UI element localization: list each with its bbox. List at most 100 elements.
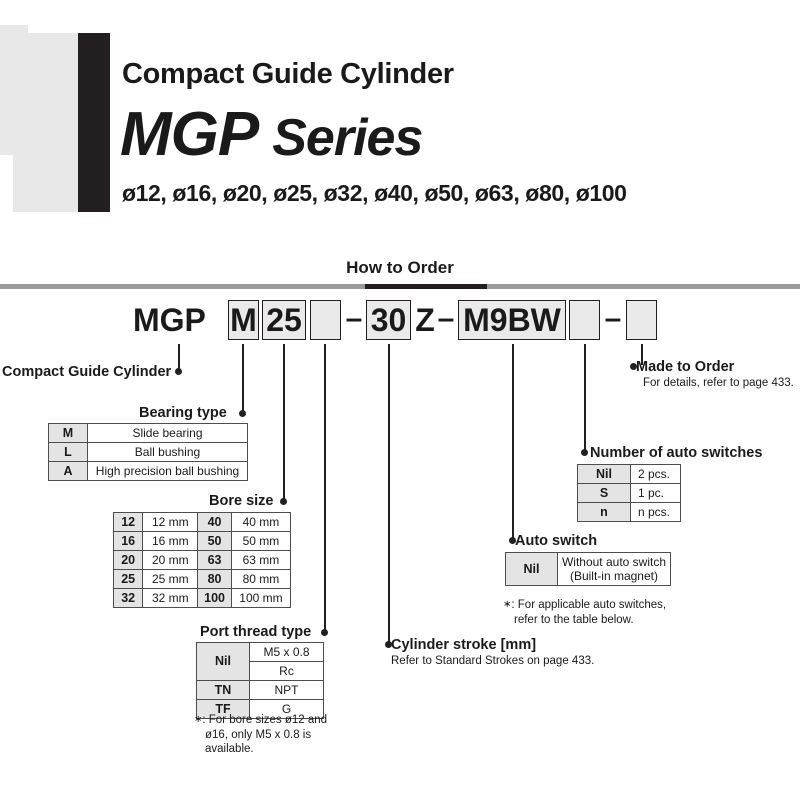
bore-desc-right: 100 mm <box>230 588 292 608</box>
port-desc-nil-1: M5 x 0.8 <box>249 642 324 662</box>
bearing-desc: High precision ball bushing <box>87 461 248 481</box>
port-desc: NPT <box>249 680 324 700</box>
header-black-bar <box>78 33 110 212</box>
header-gray-tab <box>0 25 48 33</box>
leader-line-bearing <box>242 344 244 413</box>
table-row: 16 16 mm 50 50 mm <box>112 531 292 551</box>
leader-dot-bore <box>280 498 287 505</box>
leader-line-stroke <box>388 344 390 644</box>
num-switch-code: n <box>577 502 631 522</box>
leader-line-num-switches <box>584 344 586 452</box>
table-row: S 1 pc. <box>577 483 681 503</box>
port-code-nil: Nil <box>196 642 250 681</box>
num-switch-desc: 1 pc. <box>630 483 681 503</box>
bore-code-left: 12 <box>112 512 144 532</box>
num-switch-code: S <box>577 483 631 503</box>
bore-size-table: 12 12 mm 40 40 mm 16 16 mm 50 50 mm 20 2… <box>112 512 292 608</box>
table-row: Nil 2 pcs. <box>577 464 681 484</box>
bore-code-left: 25 <box>112 569 144 589</box>
bore-code-right: 80 <box>197 569 232 589</box>
auto-switch-desc-line-1: Without auto switch <box>561 555 666 569</box>
bore-desc-left: 20 mm <box>142 550 199 570</box>
part-number-row: MGP M 25 – 30 Z – M9BW – <box>0 300 800 344</box>
header-gray-block-lower <box>13 155 78 212</box>
bore-desc-right: 80 mm <box>230 569 292 589</box>
auto-switch-note-line-2: refer to the table below. <box>514 613 634 626</box>
bore-desc-right: 63 mm <box>230 550 292 570</box>
leader-dot-stroke <box>385 641 392 648</box>
series-title: MGP Series <box>120 104 423 166</box>
number-of-auto-switches-table: Nil 2 pcs. S 1 pc. n n pcs. <box>577 464 681 522</box>
callout-cylinder-stroke: Cylinder stroke [mm] <box>391 637 537 653</box>
table-row: n n pcs. <box>577 502 681 522</box>
pn-port-thread-box[interactable] <box>310 300 341 340</box>
num-switch-desc: n pcs. <box>630 502 681 522</box>
cylinder-stroke-note: Refer to Standard Strokes on page 433. <box>391 655 595 667</box>
auto-switch-footnote: ∗: For applicable auto switches, refer t… <box>503 598 713 627</box>
callout-number-of-auto-switches: Number of auto switches <box>590 445 763 461</box>
table-row: 32 32 mm 100 100 mm <box>112 588 292 608</box>
num-switch-code: Nil <box>577 464 631 484</box>
callout-port-thread-type: Port thread type <box>200 624 312 640</box>
pn-auto-switch-box[interactable]: M9BW <box>458 300 566 340</box>
bore-code-left: 20 <box>112 550 144 570</box>
bore-code-right: 63 <box>197 550 232 570</box>
pn-z-suffix: Z <box>415 302 435 338</box>
pn-bearing-box[interactable]: M <box>228 300 259 340</box>
bearing-code: A <box>48 461 88 481</box>
header-gray-block <box>0 33 78 155</box>
bearing-code: M <box>48 423 88 443</box>
auto-switch-desc: Without auto switch (Built-in magnet) <box>556 552 672 586</box>
bore-desc-right: 40 mm <box>230 512 292 532</box>
callout-auto-switch: Auto switch <box>515 533 598 549</box>
pn-stroke-box[interactable]: 30 <box>366 300 411 340</box>
callout-bearing-type: Bearing type <box>139 405 227 421</box>
auto-switch-note-line-1: : For applicable auto switches, <box>511 599 667 611</box>
leader-line-prefix <box>178 344 180 371</box>
bearing-code: L <box>48 442 88 462</box>
how-to-order-heading: How to Order <box>346 258 454 277</box>
bore-code-right: 100 <box>197 588 232 608</box>
bore-desc-right: 50 mm <box>230 531 292 551</box>
leader-dot-port <box>321 629 328 636</box>
bore-code-left: 32 <box>112 588 144 608</box>
bore-desc-left: 16 mm <box>142 531 199 551</box>
callout-bore-size: Bore size <box>209 493 274 509</box>
bore-code-right: 40 <box>197 512 232 532</box>
table-row: 25 25 mm 80 80 mm <box>112 569 292 589</box>
header-gray-notch <box>28 25 78 33</box>
pn-dash-3: – <box>604 302 622 335</box>
leader-dot-num-switches <box>581 449 588 456</box>
callout-made-to-order: Made to Order <box>636 359 735 375</box>
pn-made-to-order-box[interactable] <box>626 300 657 340</box>
leader-line-bore <box>283 344 285 501</box>
leader-dot-made-to-order <box>630 363 637 370</box>
pn-dash-1: – <box>345 302 363 335</box>
pn-num-switches-box[interactable] <box>569 300 600 340</box>
table-row: TF G <box>196 699 324 719</box>
pn-bore-box[interactable]: 25 <box>262 300 306 340</box>
leader-dot-auto-switch <box>509 537 516 544</box>
port-thread-footnote: ∗: For bore sizes ø12 and ø16, only M5 x… <box>194 713 384 757</box>
leader-line-port <box>324 344 326 632</box>
table-row: M Slide bearing <box>48 423 248 443</box>
table-row: Nil M5 x 0.8 <box>196 642 324 681</box>
port-note-line-2: ø16, only M5 x 0.8 is <box>205 728 312 741</box>
leader-line-auto-switch <box>512 344 514 540</box>
bearing-desc: Ball bushing <box>87 442 248 462</box>
bearing-desc: Slide bearing <box>87 423 248 443</box>
asterisk-icon: ∗ <box>503 599 512 610</box>
port-desc: G <box>249 699 324 719</box>
table-row: 12 12 mm 40 40 mm <box>112 512 292 532</box>
port-thread-type-table: Nil M5 x 0.8 Rc TN NPT TF G <box>196 642 324 719</box>
port-code: TN <box>196 680 250 700</box>
bearing-type-table: M Slide bearing L Ball bushing A High pr… <box>48 423 248 481</box>
port-note-line-1: : For bore sizes ø12 and <box>202 714 328 726</box>
section-rule-accent <box>365 284 487 289</box>
auto-switch-table: Nil Without auto switch (Built-in magnet… <box>505 552 672 586</box>
asterisk-icon: ∗ <box>194 714 203 725</box>
table-row: Nil Without auto switch (Built-in magnet… <box>505 552 672 586</box>
table-row: L Ball bushing <box>48 442 248 462</box>
table-row: TN NPT <box>196 680 324 700</box>
auto-switch-desc-line-2: (Built-in magnet) <box>569 569 658 583</box>
